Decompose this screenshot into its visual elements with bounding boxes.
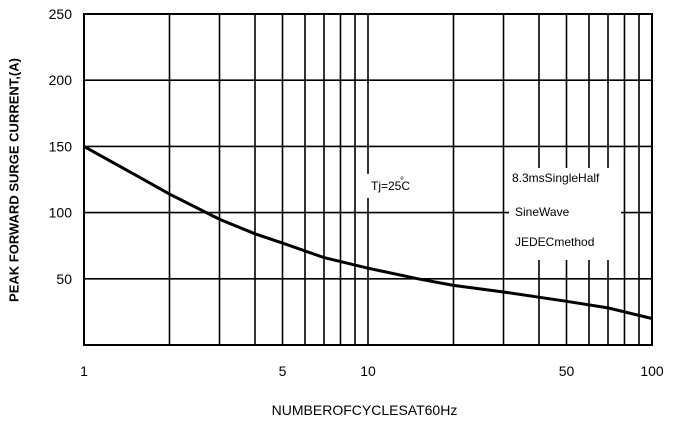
x-tick-label: 50 — [559, 363, 575, 379]
surge-current-curve — [83, 145, 653, 320]
y-tick-label: 50 — [56, 271, 72, 287]
method-line-2: SineWave — [515, 205, 570, 219]
plot-frame — [83, 13, 653, 346]
method-annotation: 8.3msSingleHalf SineWave JEDECmethod — [509, 168, 621, 260]
method-line-3: JEDECmethod — [515, 235, 594, 249]
y-tick-label: 250 — [49, 6, 73, 22]
x-axis-label: NUMBEROFCYCLESAT60Hz — [271, 402, 458, 418]
x-tick-label: 5 — [279, 363, 287, 379]
y-tick-label: 200 — [49, 72, 73, 88]
degree-mark: ° — [400, 176, 404, 187]
x-tick-label: 10 — [360, 363, 376, 379]
y-tick-label: 100 — [49, 205, 73, 221]
method-line-1: 8.3msSingleHalf — [512, 171, 600, 185]
y-tick-labels: 50 100 150 200 250 — [49, 6, 73, 287]
x-tick-label: 1 — [80, 363, 88, 379]
svg-text:Tj=25C: Tj=25C — [371, 179, 410, 193]
x-tick-label: 100 — [640, 363, 664, 379]
x-tick-labels: 1 5 10 50 100 — [80, 363, 664, 379]
temperature-unit: C — [401, 179, 410, 193]
y-tick-label: 150 — [49, 138, 73, 154]
y-axis-label: PEAK FORWARD SURGE CURRENT,(A) — [6, 58, 22, 302]
temperature-annotation: Tj=25C ° — [365, 174, 427, 198]
temperature-text: Tj=25 — [371, 179, 402, 193]
